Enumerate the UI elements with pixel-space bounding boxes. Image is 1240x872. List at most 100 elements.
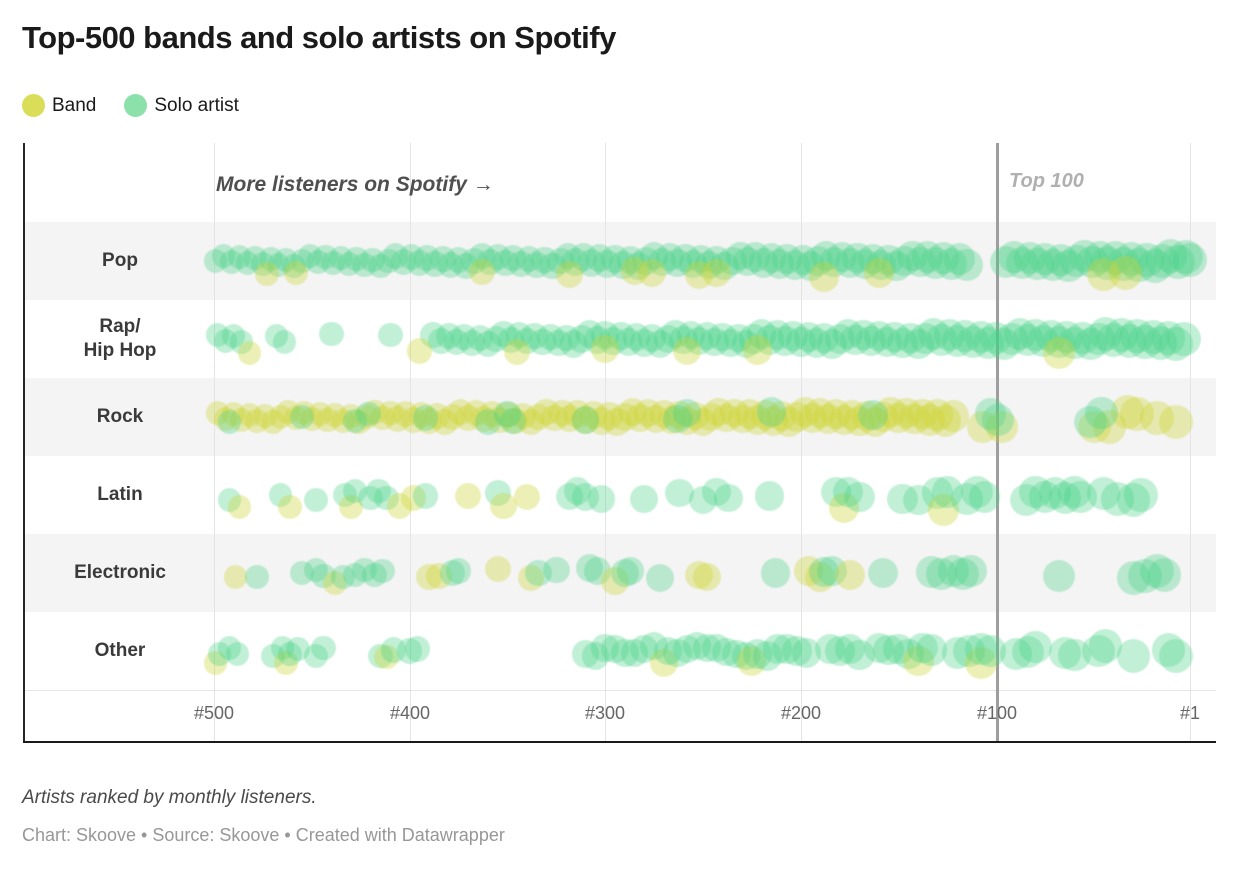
x-tick-200: #200 — [780, 703, 822, 723]
data-point-solo-artist — [844, 639, 875, 671]
data-point-band — [890, 397, 922, 429]
data-point-solo-artist — [999, 637, 1032, 670]
data-point-solo-artist — [1089, 317, 1123, 351]
data-point-solo-artist — [610, 639, 639, 667]
data-point-solo-artist — [867, 557, 899, 589]
data-point-solo-artist — [1011, 635, 1044, 669]
data-point-band — [1077, 410, 1111, 444]
data-point-solo-artist — [953, 635, 985, 667]
data-point-solo-artist — [855, 325, 887, 357]
data-point-solo-artist — [500, 407, 527, 435]
data-point-solo-artist — [887, 483, 918, 515]
data-point-band — [274, 651, 299, 675]
data-point-solo-artist — [1167, 322, 1202, 356]
data-point-solo-artist — [482, 325, 509, 353]
data-point-solo-artist — [714, 483, 743, 513]
data-point-band — [922, 399, 954, 431]
data-point-solo-artist — [964, 633, 997, 665]
data-point-solo-artist — [229, 330, 254, 354]
data-point-solo-artist — [795, 251, 826, 281]
data-point-band — [255, 262, 279, 286]
data-point-solo-artist — [406, 250, 432, 276]
data-point-solo-artist — [1019, 475, 1052, 509]
data-point-solo-artist — [282, 254, 307, 278]
data-point-solo-artist — [661, 319, 690, 349]
data-point-band — [525, 403, 552, 431]
data-point-solo-artist — [439, 560, 466, 586]
data-point-solo-artist — [225, 642, 250, 666]
gridline-400 — [410, 143, 411, 741]
data-point-band — [400, 407, 427, 433]
data-point-solo-artist — [955, 555, 987, 587]
data-point-solo-artist — [1003, 317, 1036, 351]
data-point-solo-artist — [1139, 554, 1174, 588]
data-point-band — [743, 335, 773, 365]
chart-byline: Chart: Skoove • Source: Skoove • Created… — [22, 825, 505, 845]
data-point-solo-artist — [747, 319, 777, 349]
chart-note: Artists ranked by monthly listeners. — [22, 787, 317, 808]
data-point-solo-artist — [1120, 319, 1154, 353]
data-point-solo-artist — [577, 249, 606, 277]
data-point-solo-artist — [607, 322, 635, 350]
data-point-solo-artist — [1161, 245, 1196, 279]
data-point-solo-artist — [468, 242, 495, 269]
data-point-solo-artist — [587, 485, 615, 513]
data-point-band — [1110, 395, 1145, 429]
data-point-solo-artist — [1064, 480, 1097, 514]
data-point-band — [610, 403, 639, 431]
data-point-solo-artist — [591, 321, 619, 349]
data-point-solo-artist — [754, 325, 785, 355]
data-point-band — [490, 492, 517, 520]
data-point-solo-artist — [725, 241, 755, 271]
data-point-solo-artist — [801, 328, 832, 358]
data-point-solo-artist — [684, 326, 714, 356]
data-point-solo-artist — [817, 329, 848, 359]
data-point-solo-artist — [430, 246, 456, 272]
data-point-solo-artist — [305, 249, 330, 275]
data-point-solo-artist — [303, 557, 328, 583]
data-point-solo-artist — [912, 241, 944, 273]
data-point-band — [214, 407, 238, 431]
data-point-band — [502, 407, 529, 435]
data-point-solo-artist — [731, 641, 761, 671]
data-point-band — [684, 260, 714, 290]
data-point-solo-artist — [383, 243, 409, 269]
data-point-solo-artist — [290, 249, 314, 273]
data-point-solo-artist — [974, 398, 1007, 430]
data-point-band — [278, 495, 303, 519]
data-point-solo-artist — [599, 327, 627, 355]
data-point-solo-artist — [451, 324, 478, 350]
data-point-band — [704, 397, 733, 427]
data-point-solo-artist — [640, 632, 669, 660]
data-point-solo-artist — [414, 245, 440, 271]
data-point-solo-artist — [342, 562, 368, 588]
data-point-solo-artist — [865, 249, 897, 281]
data-point-solo-artist — [964, 321, 997, 353]
data-point-solo-artist — [367, 253, 393, 279]
data-point-solo-artist — [297, 243, 322, 269]
data-point-solo-artist — [1005, 246, 1038, 280]
data-point-band — [424, 403, 450, 429]
data-point-solo-artist — [221, 324, 246, 348]
data-point-solo-artist — [1048, 636, 1082, 670]
data-point-solo-artist — [412, 405, 438, 431]
data-point-solo-artist — [809, 557, 840, 587]
data-point-solo-artist — [957, 326, 989, 358]
data-point-solo-artist — [523, 251, 551, 279]
solo-artist-swatch-icon — [124, 94, 148, 117]
data-point-solo-artist — [1153, 239, 1188, 273]
data-point-solo-artist — [220, 250, 244, 274]
data-point-solo-artist — [922, 477, 954, 509]
data-point-solo-artist — [1116, 483, 1150, 517]
data-point-solo-artist — [694, 250, 724, 280]
data-point-band — [649, 399, 678, 429]
data-point-solo-artist — [505, 321, 533, 349]
data-point-solo-artist — [990, 246, 1023, 278]
data-point-band — [673, 336, 702, 366]
data-point-solo-artist — [622, 323, 651, 351]
data-point-solo-artist — [655, 242, 684, 272]
data-point-solo-artist — [1073, 405, 1107, 439]
legend-item-band: Band — [22, 94, 96, 117]
data-point-solo-artist — [336, 251, 362, 277]
data-point-band — [315, 407, 340, 433]
